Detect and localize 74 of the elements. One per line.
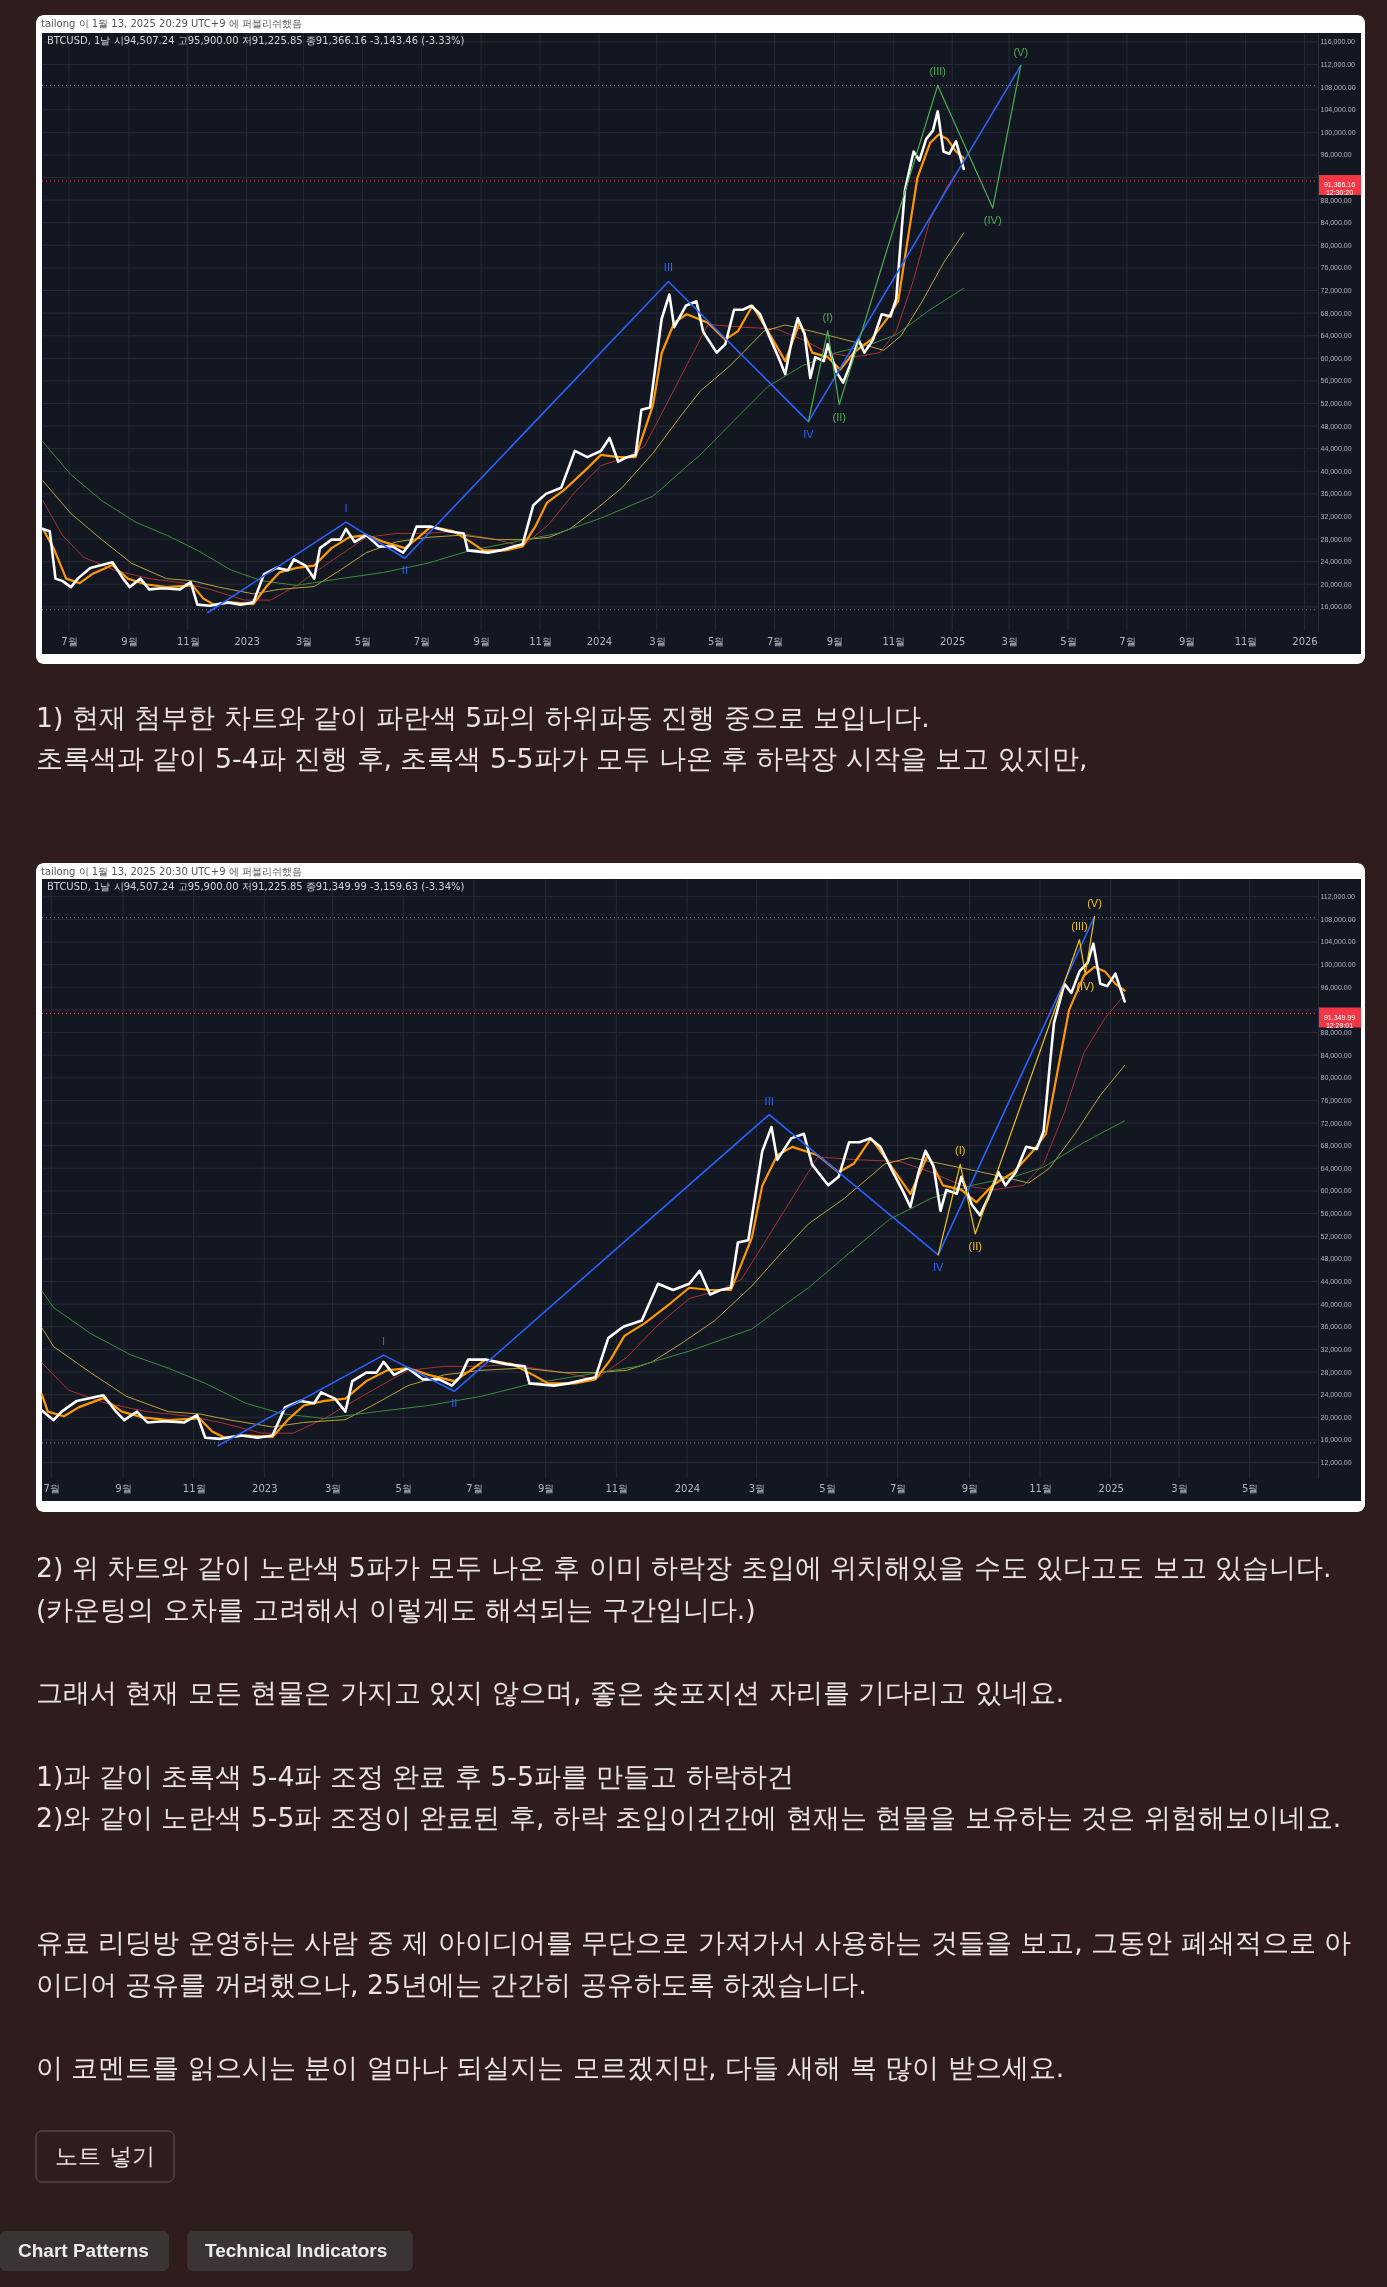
x-tick-label: 3월 [1171,1482,1188,1494]
chart-title: tailong 이 1월 13, 2025 20:29 UTC+9 에 퍼블리쉬했음 [41,18,302,29]
x-tick-label: 7월 [1119,635,1136,647]
x-tick-label: 5월 [1060,635,1077,647]
x-tick-label: 3월 [295,635,313,647]
data-label: II [401,564,408,577]
chart-title: tailong 이 1월 13, 2025 20:30 UTC+9 에 퍼블리쉬했음 [41,866,302,877]
x-tick-label: 5월 [354,635,372,647]
x-tick-label: 5월 [819,1482,836,1494]
data-label: I [344,502,348,515]
x-tick-label: 2026 [1292,635,1318,647]
data-label: (III) [1071,919,1088,932]
data-label: (III) [929,65,946,78]
x-tick-label: 2024 [586,635,613,647]
x-tick-label: 9월 [115,1482,132,1494]
data-label: III [764,1094,774,1107]
x-tick-label: 3월 [649,635,666,647]
line-series [42,232,965,595]
data-label: III [663,261,673,274]
x-tick-label: 7월 [61,635,78,647]
x-tick-label: 11월 [882,635,906,647]
x-tick-label: 7월 [43,1482,60,1494]
data-label: I [382,1335,386,1348]
data-label: IV [803,427,815,440]
data-label: II [451,1397,458,1410]
x-tick-label: 7월 [413,635,431,647]
data-label: IV [933,1260,945,1273]
line-series [207,64,1022,614]
x-tick-label: 2025 [1098,1482,1124,1494]
x-tick-label: 11월 [1234,635,1258,647]
x-tick-label: 11월 [176,635,200,647]
x-tick-label: 11월 [1029,1482,1052,1494]
x-tick-label: 5월 [708,635,725,647]
x-tick-label: 9월 [826,635,844,647]
text: Technical Indicators [205,2240,388,2261]
x-tick-label: 9월 [1179,635,1196,647]
x-tick-label: 11월 [529,635,552,647]
text: 노트 넣기 [55,2142,155,2169]
x-tick-label: 2025 [939,635,966,647]
x-tick-label: 11월 [182,1482,206,1494]
text: 2) 위 차트와 같이 노란색 5파가 모두 나온 후 이미 하락장 초입에 위치해있을 수도 있다고도 보고 있습니다. (카운팅의 오차를 고려해서 이렇게도 해석되는 구간입니다.) 그래서 현재 모든 현물은 가지고 있지 않으며, 좋은 숏포지션 자리를 기다리고 있네요. 1)과 같이 초록색 5-4파 조정 완료 후 5-5파를 만들고 하락하건 2)와 같이 노란색 5-5파 조정이 완료된 후, 하락 초입이건간에 현재는 현물을 보유하는 것은 위험해보이네요. 유료 리딩방 운영하는 사람 중 제 아이디어를 무단으로 가져가서 사용하는 것들을 보고, 그동안 폐쇄적으로 아 이디어 공유를 꺼려했으나, 25년에는 간간히 공유하도록 하겠습니다. 이 코멘트를 읽으시는 분이 얼마나 되실지는 모르겠지만, 다들 새해 복 많이 받으세요. [36,1552,1352,2084]
x-tick-label: 11월 [605,1482,629,1494]
data-label: (I) [955,1144,966,1157]
x-tick-label: 5월 [395,1482,412,1494]
x-tick-label: 3월 [324,1482,342,1494]
line-series [807,65,1022,423]
x-tick-label: 7월 [890,1482,907,1494]
line-series [42,287,965,586]
data-label: (I) [822,310,833,323]
line-series [217,915,1096,1447]
x-tick-label: 3월 [1001,635,1018,647]
line-series [41,1064,1126,1428]
chart-subtitle: BTCUSD, 1날 시94,507.24 고95,900.00 저91,225.85 종91,366.16 -3,143.46 (-3.33%) [47,35,465,46]
x-tick-label: 2024 [674,1482,701,1494]
x-tick-label: 9월 [961,1482,979,1494]
line-series [937,915,1096,1256]
x-tick-label: 7월 [466,1482,483,1494]
x-tick-label: 2023 [234,635,260,647]
text: Chart Patterns [18,2240,149,2261]
chart-subtitle: BTCUSD, 1날 시94,507.24 고95,900.00 저91,225.85 종91,349.99 -3,159.63 (-3.34%) [47,881,465,892]
x-tick-label: 9월 [121,635,138,647]
data-label: (V) [1013,45,1029,58]
x-tick-label: 9월 [538,1482,555,1494]
text: 1) 현재 첨부한 차트와 같이 파란색 5파의 하위파동 진행 중으로 보입니다. 초록색과 같이 5-4파 진행 후, 초록색 5-5파가 모두 나온 후 하락장 시작을 보고 있지만, [36,702,1088,774]
x-tick-label: 3월 [748,1482,766,1494]
x-tick-label: 5월 [1242,1482,1259,1494]
data-label: (II) [968,1239,982,1252]
x-tick-label: 9월 [473,635,490,647]
x-tick-label: 7월 [766,635,784,647]
line-series [41,1120,1126,1419]
data-label: (IV) [983,214,1002,227]
data-label: (V) [1087,896,1102,909]
data-label: (II) [832,410,846,423]
x-tick-label: 2023 [252,1482,278,1494]
